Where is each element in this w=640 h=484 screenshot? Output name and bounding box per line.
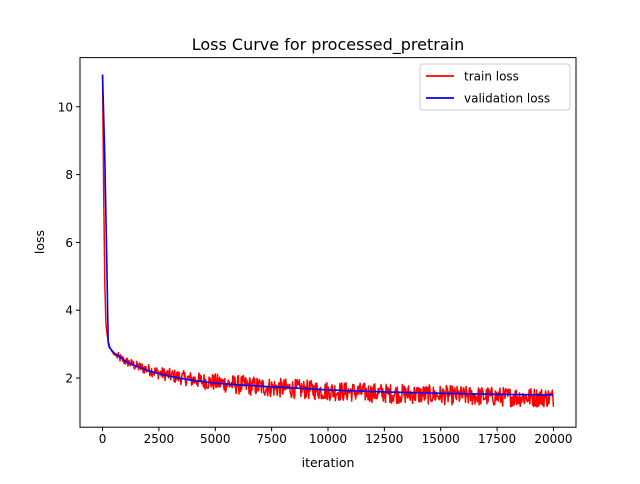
- x-tick-label: 10000: [309, 432, 347, 446]
- x-tick-label: 0: [99, 432, 107, 446]
- chart-title: Loss Curve for processed_pretrain: [192, 35, 465, 55]
- x-tick-label: 17500: [478, 432, 516, 446]
- legend-box: [419, 63, 571, 111]
- x-tick-label: 12500: [365, 432, 403, 446]
- legend-label: train loss: [464, 70, 519, 84]
- x-tick-label: 2500: [144, 432, 175, 446]
- y-tick-label: 2: [65, 372, 73, 386]
- y-tick-label: 4: [65, 304, 73, 318]
- x-tick-label: 5000: [200, 432, 231, 446]
- legend: train loss validation loss: [419, 63, 571, 111]
- y-axis-label: loss: [32, 230, 47, 254]
- series-line-validation-loss: [101, 74, 554, 396]
- x-tick-label: 15000: [422, 432, 460, 446]
- ticks-layer: 0 2500 5000 7500 10000 12500 15000 17500 20000 2 4…: [58, 100, 573, 446]
- x-axis-label: iteration: [302, 455, 355, 470]
- y-tick-label: 8: [65, 168, 73, 182]
- series-line-train-loss: [101, 76, 555, 408]
- y-tick-label: 6: [65, 236, 73, 250]
- y-tick-label: 10: [58, 100, 73, 114]
- x-tick-label: 20000: [534, 432, 572, 446]
- plot-layer: [101, 74, 555, 408]
- x-tick-label: 7500: [256, 432, 287, 446]
- legend-label: validation loss: [464, 92, 550, 106]
